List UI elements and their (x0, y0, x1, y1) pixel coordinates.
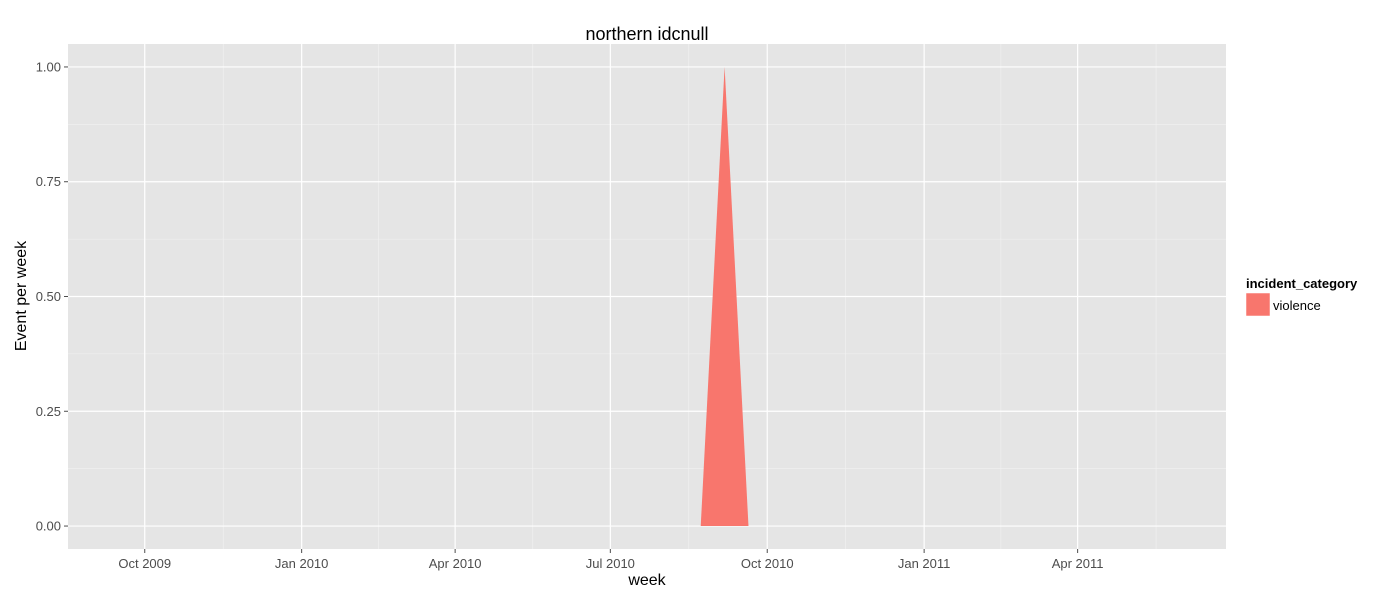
y-tick-label: 0.75 (36, 174, 61, 189)
x-tick-label: Apr 2010 (429, 556, 482, 571)
y-axis-label: Event per week (13, 240, 30, 351)
grid-minor-y (68, 124, 1226, 469)
legend: incident_category violence (1245, 276, 1358, 317)
x-tick-label: Oct 2010 (741, 556, 794, 571)
grid-major-y (68, 66, 1226, 527)
x-tick-label: Jul 2010 (586, 556, 635, 571)
legend-key-violence (1245, 292, 1271, 317)
y-tick-label: 1.00 (36, 59, 61, 74)
y-tick-label: 0.50 (36, 289, 61, 304)
x-tick-label: Oct 2009 (118, 556, 171, 571)
y-axis-ticks: 0.00 0.25 0.50 0.75 1.00 (36, 59, 68, 534)
legend-title: incident_category (1246, 276, 1358, 291)
series-layer (700, 66, 749, 527)
x-tick-label: Apr 2011 (1052, 556, 1104, 571)
x-tick-label: Jan 2011 (898, 556, 951, 571)
y-tick-label: 0.25 (36, 404, 61, 419)
x-axis-ticks: Oct 2009 Jan 2010 Apr 2010 Jul 2010 Oct 2010… (118, 549, 1104, 571)
x-tick-label: Jan 2010 (275, 556, 329, 571)
x-axis-label: week (627, 572, 666, 589)
y-tick-label: 0.00 (36, 519, 61, 534)
series-area-violence (700, 66, 749, 527)
legend-label-violence: violence (1273, 298, 1321, 313)
chart-title: northern idcnull (585, 24, 708, 44)
